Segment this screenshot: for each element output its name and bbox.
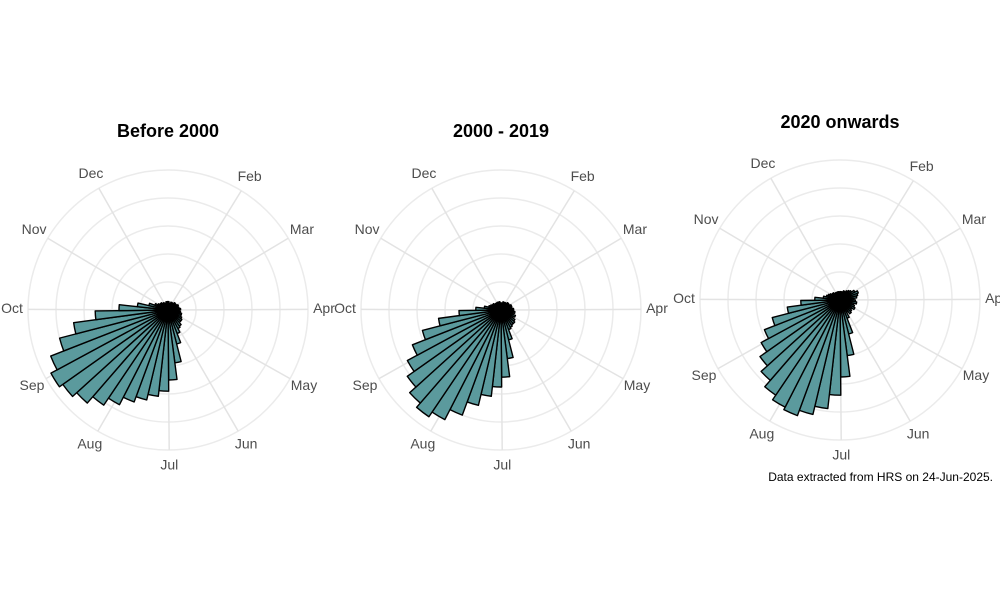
bar xyxy=(760,299,841,382)
month-label: Jun xyxy=(568,436,591,452)
polar-chart: 2000 - 2019 Feb Mar Apr May Jun Jul Aug Sep Oct No… xyxy=(334,121,668,473)
bar xyxy=(458,309,502,317)
bar xyxy=(406,309,502,388)
bar xyxy=(411,309,502,356)
month-label: Feb xyxy=(571,168,595,184)
month-label: Apr xyxy=(985,290,1000,306)
grid-spoke xyxy=(500,190,575,311)
bar xyxy=(764,299,841,396)
bar xyxy=(771,299,841,408)
bar xyxy=(72,309,169,335)
grid-spoke xyxy=(770,177,841,301)
bar xyxy=(760,299,841,353)
bar xyxy=(406,309,502,373)
chart-title: 2000 - 2019 xyxy=(453,121,549,141)
grid-spoke xyxy=(47,237,169,311)
month-label: Aug xyxy=(410,436,435,452)
bar xyxy=(838,292,841,301)
chart-title: Before 2000 xyxy=(117,121,219,141)
grid-spoke xyxy=(500,309,624,380)
polar-chart: 2020 onwards Feb Mar Apr May Jun Jul Aug Sep Oct N… xyxy=(673,112,1000,463)
bar xyxy=(50,309,169,388)
bar xyxy=(50,309,169,371)
bar xyxy=(759,299,841,367)
month-label: Feb xyxy=(238,168,262,184)
month-label: Sep xyxy=(353,377,378,393)
bar xyxy=(437,309,502,327)
grid-spoke xyxy=(167,190,242,311)
bar xyxy=(408,309,502,404)
month-label: Oct xyxy=(1,300,23,316)
month-label: Nov xyxy=(22,221,47,237)
month-label: May xyxy=(963,367,989,383)
grid-spoke xyxy=(839,180,914,301)
month-label: Apr xyxy=(313,300,335,316)
bar xyxy=(786,299,841,315)
month-label: Jul xyxy=(493,457,511,473)
grid-spoke xyxy=(500,237,622,311)
month-label: Apr xyxy=(646,300,668,316)
grid-spoke xyxy=(839,227,961,301)
grid-spoke xyxy=(839,298,981,301)
month-label: Sep xyxy=(692,367,717,383)
month-label: May xyxy=(291,377,317,393)
month-label: Dec xyxy=(79,165,104,181)
bar xyxy=(421,309,502,341)
grid-spoke xyxy=(500,309,572,432)
bar xyxy=(800,299,841,306)
month-label: Aug xyxy=(77,436,102,452)
grid-spoke xyxy=(719,227,841,301)
grid-spoke xyxy=(98,187,169,311)
bar xyxy=(58,309,169,352)
grid-spoke xyxy=(500,308,642,311)
grid-spoke xyxy=(167,237,289,311)
month-label: Oct xyxy=(334,300,356,316)
month-label: Feb xyxy=(910,158,934,174)
grid-spoke xyxy=(839,299,911,422)
month-label: Mar xyxy=(290,221,314,237)
grid-spoke xyxy=(380,237,502,311)
chart-title: 2020 onwards xyxy=(780,112,899,132)
grid-spoke xyxy=(839,299,963,370)
month-label: Aug xyxy=(749,426,774,442)
bar xyxy=(166,300,169,311)
month-label: Mar xyxy=(623,221,647,237)
month-label: May xyxy=(624,377,650,393)
month-label: Nov xyxy=(694,211,719,227)
month-label: Jun xyxy=(235,436,258,452)
bar xyxy=(771,299,841,327)
month-label: Mar xyxy=(962,211,986,227)
month-label: Dec xyxy=(751,155,776,171)
grid-spoke xyxy=(167,309,291,380)
month-label: Jun xyxy=(907,426,930,442)
grid-spoke xyxy=(431,187,502,311)
polar-chart: Before 2000 Feb Mar Apr May Jun Jul Aug Sep Oct No… xyxy=(1,121,335,473)
bar xyxy=(94,309,169,321)
grid-spoke xyxy=(167,309,239,432)
month-label: Jul xyxy=(832,447,850,463)
month-label: Nov xyxy=(355,221,380,237)
bar xyxy=(763,299,841,340)
caption: Data extracted from HRS on 24-Jun-2025. xyxy=(768,470,993,484)
bar xyxy=(499,302,502,311)
month-label: Dec xyxy=(412,165,437,181)
grid-spoke xyxy=(167,308,309,311)
month-label: Jul xyxy=(160,457,178,473)
month-label: Oct xyxy=(673,290,695,306)
bar xyxy=(415,309,502,418)
month-label: Sep xyxy=(20,377,45,393)
